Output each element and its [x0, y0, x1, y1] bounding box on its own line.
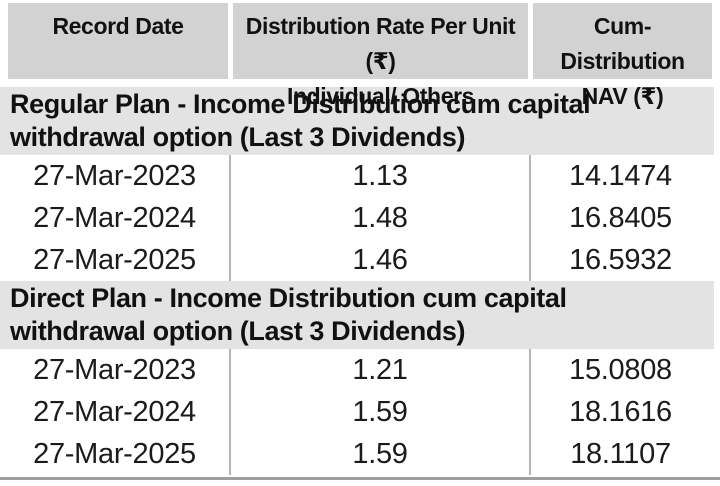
nav-cell: 14.1474 [569, 160, 672, 192]
rate-cell: 1.59 [231, 391, 531, 433]
record-date-cell: 27-Mar-2023 [0, 349, 231, 391]
direct-plan-rows: 27-Mar-2023 1.21 15.0808 27-Mar-2024 1.5… [0, 349, 720, 475]
record-date-cell: 27-Mar-2025 [0, 433, 231, 475]
section-title-regular-plan: Regular Plan - Income Distribution cum c… [0, 87, 714, 155]
table-row: 27-Mar-2024 1.59 18.1616 [0, 391, 720, 433]
record-date-cell: 27-Mar-2025 [0, 239, 231, 281]
header-cum-distribution-nav: Cum-Distribution NAV (₹) [533, 3, 712, 109]
nav-cell: 18.1107 [570, 438, 671, 470]
header-record-date: Record Date [8, 3, 228, 79]
table-row: 27-Mar-2025 1.46 16.5932 [0, 239, 720, 281]
header-cum-distribution-line2: NAV (₹) [581, 83, 664, 109]
table-header-row: Record Date Distribution Rate Per Unit (… [8, 3, 712, 109]
bottom-border [0, 477, 720, 480]
rate-cell: 1.59 [231, 433, 531, 475]
rate-cell: 1.21 [231, 349, 531, 391]
rate-cell: 1.48 [231, 197, 531, 239]
regular-plan-rows: 27-Mar-2023 1.13 14.1474 27-Mar-2024 1.4… [0, 155, 720, 281]
table-row: 27-Mar-2024 1.48 16.8405 [0, 197, 720, 239]
header-record-date-label: Record Date [52, 13, 184, 39]
section-title-direct-plan: Direct Plan - Income Distribution cum ca… [0, 281, 714, 349]
record-date-cell: 27-Mar-2024 [0, 391, 231, 433]
header-distribution-rate: Distribution Rate Per Unit (₹) Individua… [233, 3, 528, 109]
rate-cell: 1.13 [231, 155, 531, 197]
record-date-cell: 27-Mar-2024 [0, 197, 231, 239]
table-row: 27-Mar-2023 1.13 14.1474 [0, 155, 720, 197]
record-date-cell: 27-Mar-2023 [0, 155, 231, 197]
nav-cell: 16.8405 [569, 202, 672, 234]
nav-cell: 16.5932 [569, 244, 672, 276]
rate-cell: 1.46 [231, 239, 531, 281]
header-cum-distribution-line1: Cum-Distribution [560, 13, 685, 74]
table-row: 27-Mar-2023 1.21 15.0808 [0, 349, 720, 391]
header-distribution-rate-line1: Distribution Rate Per Unit (₹) [245, 13, 516, 74]
table-row: 27-Mar-2025 1.59 18.1107 [0, 433, 720, 475]
nav-cell: 18.1616 [569, 396, 672, 428]
nav-cell: 15.0808 [569, 354, 672, 386]
